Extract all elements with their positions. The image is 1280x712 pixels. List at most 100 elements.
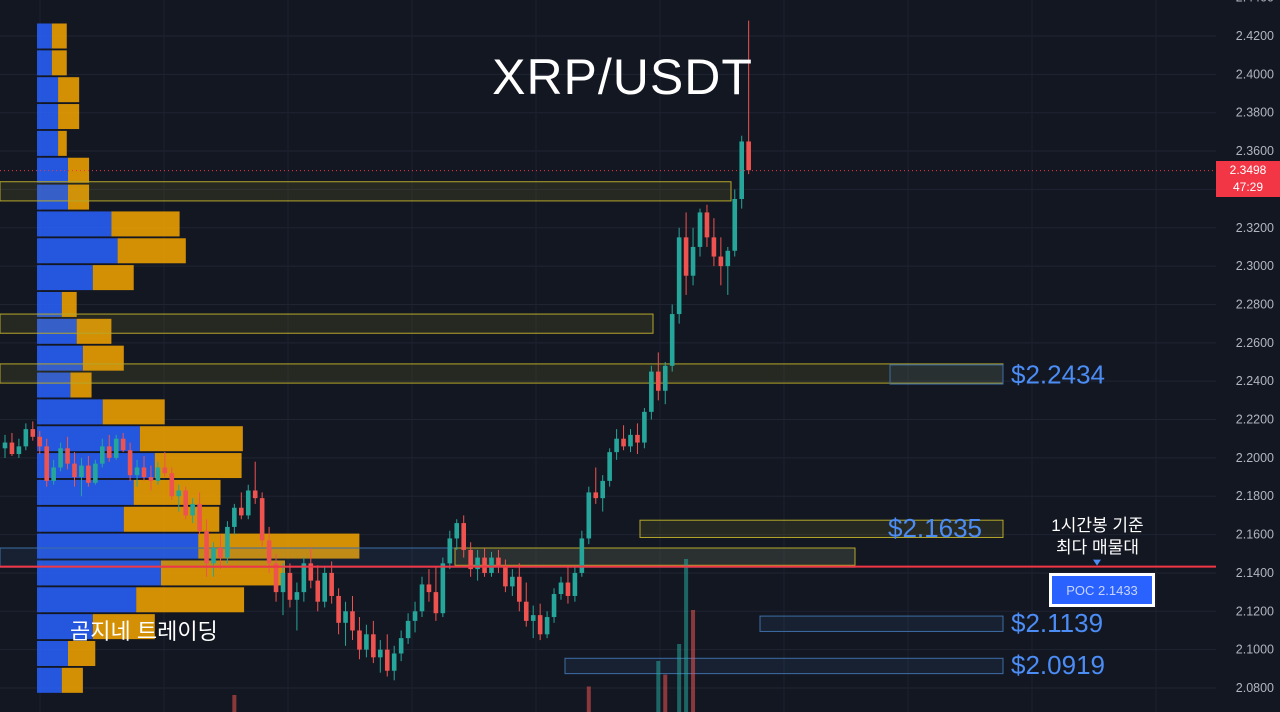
candle-body <box>364 634 369 650</box>
profile-bar-up <box>37 130 59 156</box>
profile-bar-down <box>61 291 77 317</box>
candle-body <box>412 611 418 621</box>
profile-bar-down <box>82 345 124 371</box>
profile-bar-down <box>154 453 242 479</box>
profile-bar-up <box>37 104 59 130</box>
candle-body <box>537 615 543 635</box>
candle-body <box>503 567 508 587</box>
candle-body <box>100 446 105 464</box>
candle-body <box>461 523 466 550</box>
candle-body <box>287 572 293 600</box>
profile-bar-down <box>51 23 67 49</box>
candle-body <box>93 463 98 483</box>
profile-bar-up <box>37 318 77 344</box>
candle-body <box>378 649 383 658</box>
profile-bar-up <box>37 265 93 291</box>
candle-body <box>350 611 355 631</box>
profile-bar-down <box>123 506 220 532</box>
volume-bar <box>684 559 689 712</box>
y-tick-label: 2.3200 <box>1236 221 1274 235</box>
candle-body <box>252 490 258 499</box>
profile-bar-down <box>76 318 112 344</box>
candle-body <box>9 442 15 455</box>
poc-label-text: POC <box>1066 582 1095 598</box>
candle-body <box>343 611 348 623</box>
candle-body <box>405 620 411 639</box>
profile-bar-up <box>37 640 68 666</box>
candle-body <box>245 490 251 516</box>
profile-bar-down <box>161 560 285 586</box>
candle-body <box>725 250 731 267</box>
profile-bar-up <box>37 560 161 586</box>
y-tick-label: 2.3800 <box>1236 106 1274 120</box>
profile-bar-down <box>139 426 243 452</box>
candle-body <box>218 548 223 558</box>
zone-yellow <box>0 313 654 334</box>
candle-body <box>468 549 473 570</box>
y-tick-label: 2.4400 <box>1236 0 1274 5</box>
candle-body <box>44 446 49 481</box>
candle-body <box>120 438 126 451</box>
candle-body <box>266 540 272 564</box>
profile-bar-down <box>111 211 180 237</box>
candle-body <box>669 314 675 366</box>
candle-body <box>148 477 154 481</box>
profile-bar-down <box>58 130 67 156</box>
profile-bar-up <box>37 506 124 532</box>
current-price-value: 2.3498 <box>1229 163 1267 177</box>
candle-body <box>384 649 390 671</box>
candle-body <box>489 557 494 573</box>
y-tick-label: 2.1600 <box>1236 528 1274 542</box>
y-tick-label: 2.4000 <box>1236 67 1274 81</box>
candle-body <box>197 503 202 531</box>
candle-body <box>16 446 22 455</box>
candle-body <box>141 467 147 478</box>
profile-bar-up <box>37 587 137 613</box>
candle-body <box>391 653 397 671</box>
profile-bar-up <box>37 667 62 693</box>
candle-body <box>336 595 341 623</box>
candle-body <box>37 436 43 447</box>
candle-body <box>551 594 557 618</box>
profile-bar-down <box>102 399 165 425</box>
candle-body <box>79 465 84 478</box>
candle-body <box>621 438 626 447</box>
candle-body <box>259 498 265 541</box>
profile-bar-up <box>37 533 199 559</box>
candle-body <box>510 576 515 587</box>
profile-bar-down <box>51 50 67 76</box>
level-label: $2.1635 <box>888 513 982 543</box>
candle-body <box>482 557 487 573</box>
volume-bar <box>691 610 696 712</box>
profile-bar-up <box>37 211 112 237</box>
profile-bar-up <box>37 479 134 505</box>
candle-body <box>86 465 91 483</box>
candle-body <box>239 507 244 516</box>
profile-bar-down <box>58 77 80 103</box>
candle-body <box>475 557 480 570</box>
y-tick-label: 2.1200 <box>1236 604 1274 618</box>
candle-body <box>579 538 585 573</box>
candle-body <box>113 438 119 458</box>
profile-bar-down <box>198 533 360 559</box>
candle-body <box>635 434 640 443</box>
candle-body <box>106 446 112 458</box>
zone-yellow <box>454 547 856 566</box>
zone-yellow <box>639 519 1004 538</box>
level-label: $2.0919 <box>1011 650 1105 680</box>
candle-body <box>315 580 321 602</box>
candle-body <box>162 467 168 474</box>
poc-caption-line2: 최다 매물대 <box>1056 538 1139 557</box>
profile-bar-down <box>136 587 245 613</box>
candle-body <box>614 438 619 453</box>
candle-body <box>517 576 522 602</box>
profile-bar-down <box>61 667 83 693</box>
candle-body <box>232 507 237 527</box>
candle-body <box>301 563 307 593</box>
candle-body <box>697 212 703 247</box>
candle-body <box>225 526 230 558</box>
candle-body <box>155 467 161 481</box>
candle-body <box>690 246 696 276</box>
y-tick-label: 2.3600 <box>1236 144 1274 158</box>
